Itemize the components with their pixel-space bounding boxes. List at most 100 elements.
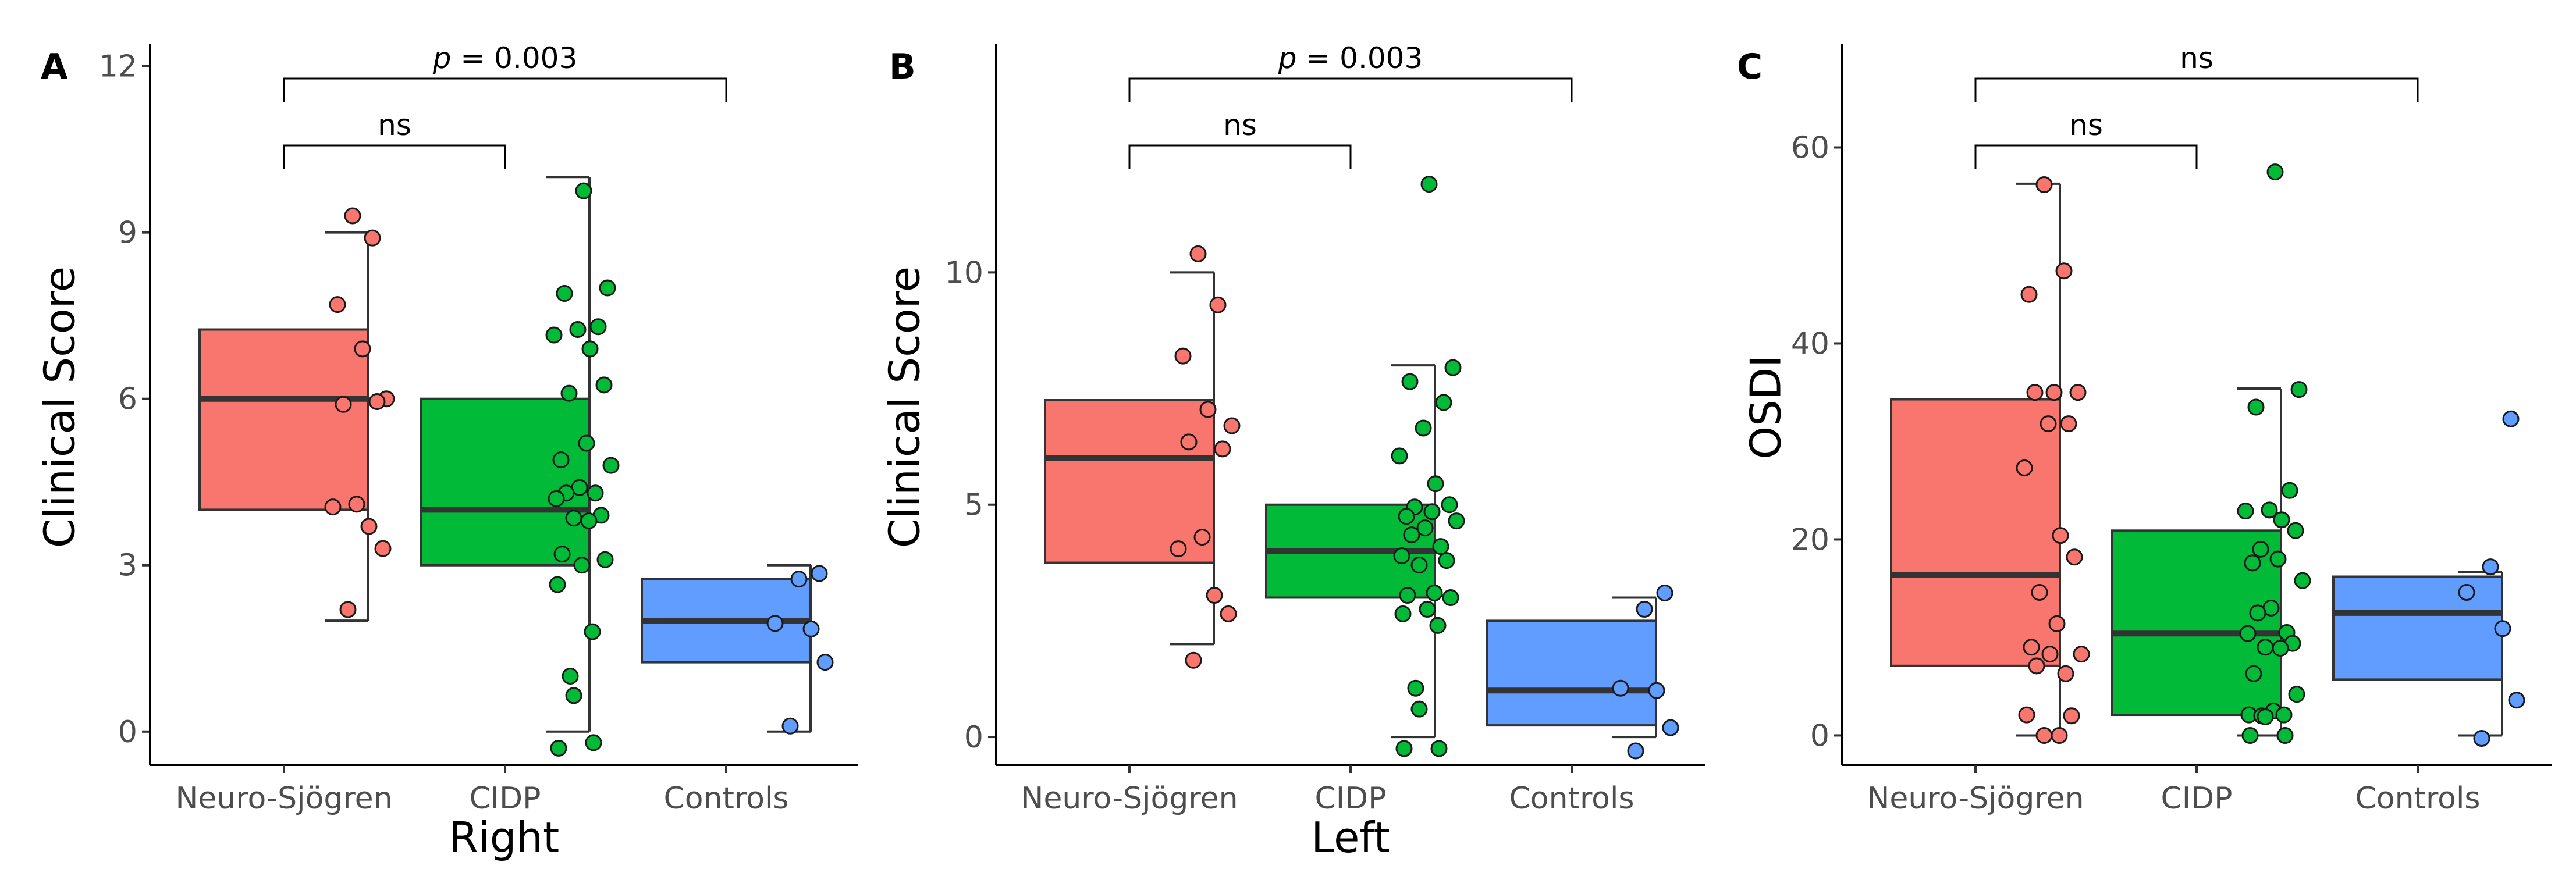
y-axis-title: OSDI xyxy=(1742,355,1790,459)
box-rect xyxy=(1486,619,1657,727)
data-point xyxy=(2073,646,2090,663)
y-tick-label: 3 xyxy=(118,548,137,583)
data-point xyxy=(2502,410,2520,427)
data-point xyxy=(595,376,613,394)
y-tick-label: 9 xyxy=(118,216,137,251)
box-2 xyxy=(1486,596,1657,739)
data-point xyxy=(2247,398,2265,416)
data-point xyxy=(1220,605,1237,622)
data-point xyxy=(1612,679,1629,697)
data-point xyxy=(2244,554,2261,572)
significance-bracket: p = 0.003 xyxy=(283,41,727,102)
data-point xyxy=(2055,262,2073,280)
data-point xyxy=(2045,384,2063,401)
panel-letter: C xyxy=(1737,47,1763,87)
data-point xyxy=(364,229,381,247)
data-point xyxy=(2281,482,2298,499)
data-point xyxy=(2245,665,2262,682)
data-point xyxy=(584,623,601,640)
box-0 xyxy=(198,231,369,622)
data-point xyxy=(2020,286,2038,303)
data-point xyxy=(811,565,828,582)
data-point xyxy=(1403,526,1420,544)
data-point xyxy=(1393,547,1410,565)
x-tick-label: Controls xyxy=(2355,781,2480,816)
data-point xyxy=(1398,508,1415,525)
data-point xyxy=(549,576,566,593)
data-point xyxy=(587,484,604,502)
data-point xyxy=(2287,522,2304,539)
data-point xyxy=(2261,501,2278,519)
data-point xyxy=(1429,617,1447,634)
x-tick-label: CIDP xyxy=(1314,781,1386,816)
data-point xyxy=(602,457,620,474)
data-point xyxy=(2508,692,2525,709)
data-point xyxy=(339,601,357,618)
data-point xyxy=(581,340,599,358)
panel-letter: B xyxy=(889,47,916,87)
box-2 xyxy=(2332,571,2503,737)
data-point xyxy=(816,654,834,671)
significance-bracket: ns xyxy=(1974,108,2198,169)
y-tick-label: 40 xyxy=(1791,326,1829,361)
data-point xyxy=(2276,726,2294,744)
data-point xyxy=(1391,447,1408,465)
box-rect xyxy=(1890,398,2061,667)
data-point xyxy=(548,490,565,507)
x-tick-label: Neuro-Sjögren xyxy=(1021,781,1238,816)
data-point xyxy=(2458,583,2475,601)
data-point xyxy=(2288,686,2305,703)
data-point xyxy=(545,326,563,344)
data-point xyxy=(565,510,582,527)
data-point xyxy=(575,182,592,199)
data-point xyxy=(2239,625,2257,642)
data-point xyxy=(2057,665,2074,682)
data-point xyxy=(1441,496,1458,514)
data-point xyxy=(2069,384,2087,401)
data-point xyxy=(550,739,567,757)
data-point xyxy=(1419,600,1436,618)
data-point xyxy=(569,321,587,339)
data-point xyxy=(2482,558,2499,576)
data-point xyxy=(1185,651,1202,669)
x-axis-title: Right xyxy=(449,813,560,862)
data-point xyxy=(552,451,570,469)
data-point xyxy=(1399,586,1416,604)
bracket-line xyxy=(1974,144,2198,169)
data-point xyxy=(360,518,378,535)
y-tick-label: 20 xyxy=(1791,522,1829,557)
data-point xyxy=(1209,296,1227,313)
data-point xyxy=(553,546,571,563)
significance-bracket: ns xyxy=(283,108,506,169)
significance-label: p = 0.003 xyxy=(432,41,578,75)
data-point xyxy=(2035,726,2053,744)
data-point xyxy=(2040,415,2057,433)
data-point xyxy=(1180,433,1198,451)
data-point xyxy=(2018,706,2035,724)
data-point xyxy=(329,296,346,313)
data-point xyxy=(2063,707,2080,725)
box-rect xyxy=(1044,399,1215,564)
data-point xyxy=(573,557,591,574)
box-0 xyxy=(1044,271,1215,646)
data-point xyxy=(1206,586,1223,604)
data-point xyxy=(1432,538,1449,555)
significance-bracket: ns xyxy=(1128,108,1352,169)
data-point xyxy=(2066,548,2083,566)
data-point xyxy=(354,340,371,358)
data-point xyxy=(580,512,598,529)
y-tick-label: 0 xyxy=(118,715,137,750)
data-point xyxy=(1648,682,1665,699)
x-tick-label: Controls xyxy=(663,781,788,816)
data-point xyxy=(2052,527,2069,544)
data-point xyxy=(2237,503,2254,520)
data-point xyxy=(2290,381,2308,398)
data-point xyxy=(1430,740,1448,757)
data-point xyxy=(2249,604,2266,622)
bracket-line xyxy=(1128,77,1573,102)
data-point xyxy=(2016,459,2033,476)
data-point xyxy=(1199,401,1217,418)
data-point xyxy=(2060,415,2077,433)
significance-bracket: p = 0.003 xyxy=(1128,41,1573,102)
